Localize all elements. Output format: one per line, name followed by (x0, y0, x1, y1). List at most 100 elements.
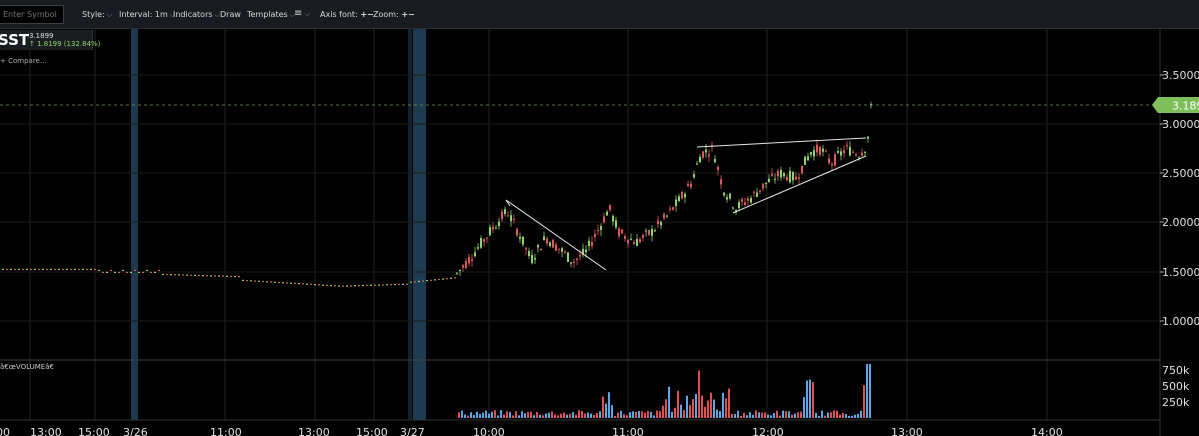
trendline-support[interactable] (732, 155, 867, 214)
volume-bar (527, 412, 529, 418)
volume-bar (689, 404, 691, 418)
volume-bar (731, 413, 733, 418)
candle (612, 215, 614, 222)
candle (456, 272, 458, 274)
price-tick-label: 1.0000 (1162, 315, 1199, 328)
candle (406, 283, 408, 285)
candle (594, 233, 596, 237)
candle (282, 282, 284, 284)
zoom-out-button[interactable]: − (408, 10, 415, 19)
candle (639, 239, 641, 243)
candle (837, 150, 839, 153)
trendline-drawings[interactable] (505, 137, 867, 271)
volume-bar (746, 415, 748, 418)
candle (294, 282, 296, 285)
volume-bar (485, 410, 487, 418)
volume-bar (674, 407, 676, 418)
volume-tick-label: 500k (1162, 380, 1190, 393)
volume-bar (629, 412, 631, 418)
candle (434, 279, 436, 281)
volume-indicator-label: â€œVOLUMEâ€ (0, 363, 54, 371)
volume-bar (509, 412, 511, 418)
last-price-badge: 3.1899 (1152, 97, 1199, 113)
candle (531, 255, 533, 263)
candle (338, 285, 340, 287)
volume-bar (566, 414, 568, 418)
time-tick-label: 13:00 (891, 426, 923, 436)
volume-bar (533, 415, 535, 418)
draw-button[interactable]: Draw (220, 10, 241, 19)
candle (687, 183, 689, 187)
volume-bar (752, 414, 754, 418)
indicators-menu[interactable]: Indicators ⌵ (173, 10, 220, 20)
candle (118, 271, 120, 273)
candle (322, 284, 324, 286)
volume-bar (818, 415, 820, 418)
volume-bar (554, 414, 556, 418)
candle (609, 204, 611, 211)
volume-bar (557, 415, 559, 418)
candle (114, 271, 116, 273)
time-tick-label: 11:00 (612, 426, 644, 436)
candle (633, 242, 635, 245)
templates-menu[interactable]: Templates ⌵ (247, 10, 295, 20)
candle (648, 230, 650, 235)
volume-bar (683, 410, 685, 418)
trendline-resistance[interactable] (696, 137, 867, 148)
candle (564, 251, 566, 253)
volume-bar (743, 412, 745, 418)
volume-bar (650, 411, 652, 418)
time-tick-label: 00 (0, 426, 10, 436)
candle (134, 269, 136, 272)
candle (142, 271, 144, 273)
candle (624, 236, 626, 239)
compare-button[interactable]: + Compare... (0, 57, 47, 65)
volume-bar (671, 411, 673, 418)
volume-bar (809, 379, 811, 418)
candle (783, 172, 785, 177)
symbol-input[interactable] (0, 5, 64, 24)
candle (750, 198, 752, 203)
axis-font-plus-button[interactable]: + (360, 10, 368, 19)
candle (50, 268, 52, 271)
candle (747, 198, 749, 201)
candle (358, 285, 360, 287)
zoom-in-button[interactable]: + (401, 10, 409, 19)
candle (198, 274, 200, 277)
volume-bar (857, 413, 859, 418)
volume-bar (620, 410, 622, 418)
candle (753, 191, 755, 193)
volume-bar (806, 380, 808, 418)
time-tick-label: 10:00 (473, 426, 505, 436)
candle (6, 268, 8, 271)
volume-bar (695, 394, 697, 418)
candle (864, 151, 866, 153)
price-chart[interactable]: 3.5000 3.0000 2.5000 2.0000 1.5000 1.0000 3.1… (0, 29, 1199, 436)
candle (78, 268, 80, 271)
candle (138, 271, 140, 273)
volume-bar (803, 397, 805, 418)
volume-bar (656, 410, 658, 418)
candle (582, 248, 584, 255)
candle (663, 214, 665, 219)
candle (234, 275, 236, 278)
hamburger-menu-icon[interactable]: ≡ ⌵ (294, 8, 310, 19)
volume-bar (536, 412, 538, 418)
candle (729, 193, 731, 199)
volume-tick-label: 250k (1162, 396, 1190, 409)
candle (849, 146, 851, 156)
candle (480, 238, 482, 248)
candle (414, 281, 416, 283)
axis-font-minus-button[interactable]: − (367, 10, 374, 19)
trendline-descending[interactable] (505, 199, 607, 271)
candle (858, 157, 860, 159)
toolbar: Style:⌵ Interval: 1m⌵ Indicators⌵ Draw T… (0, 0, 1199, 29)
candle (759, 190, 761, 192)
interval-menu[interactable]: Interval: 1m ⌵ (119, 10, 175, 20)
volume-bar (590, 413, 592, 418)
volume-bar (773, 413, 775, 418)
candle (242, 279, 244, 281)
candle (106, 271, 108, 273)
volume-bar (749, 412, 751, 418)
style-menu[interactable]: Style: ⌵ (82, 10, 112, 20)
